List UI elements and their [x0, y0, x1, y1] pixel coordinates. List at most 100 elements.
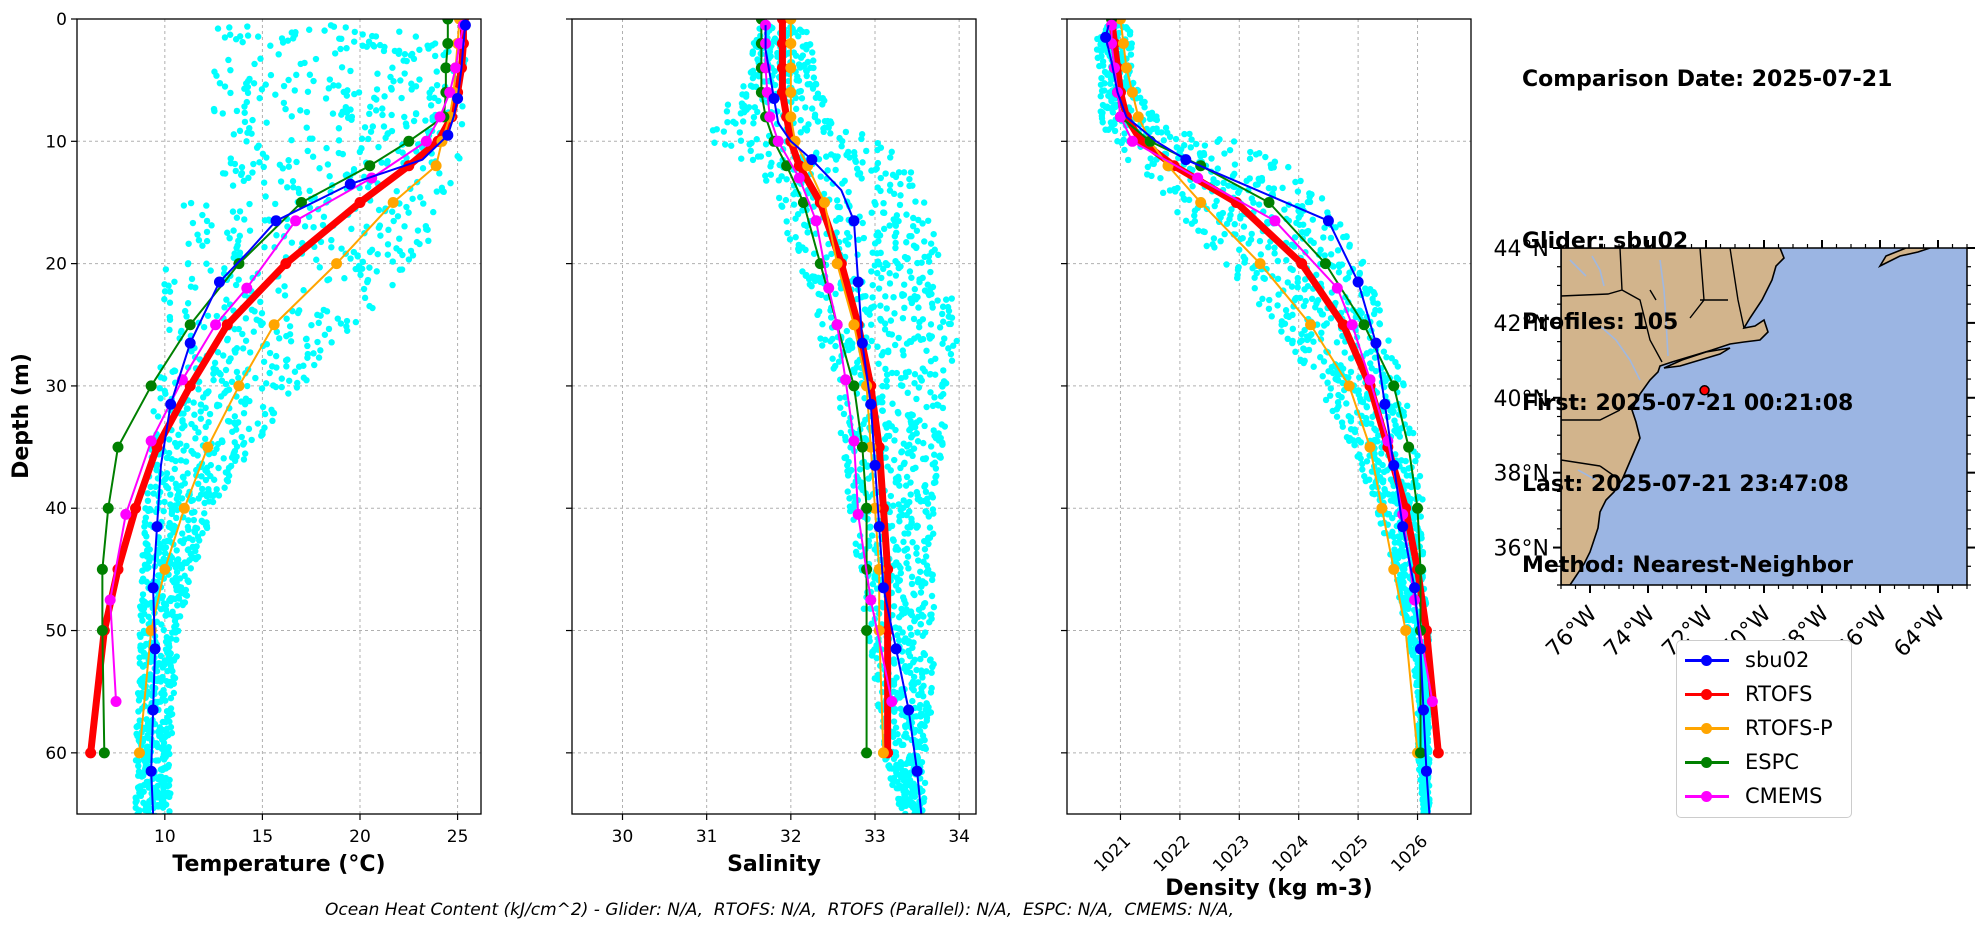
- glider-scatter-point: [829, 335, 836, 343]
- glider-scatter-point: [837, 404, 844, 411]
- series-marker-cmems: [886, 695, 898, 707]
- glider-scatter-point: [224, 417, 232, 425]
- glider-scatter-point: [241, 103, 248, 110]
- glider-scatter-point: [930, 603, 938, 611]
- glider-scatter-point: [243, 138, 250, 145]
- glider-scatter-point: [914, 629, 921, 636]
- glider-scatter-point: [938, 310, 946, 318]
- glider-scatter-point: [136, 783, 143, 791]
- glider-scatter-point: [797, 54, 805, 61]
- glider-scatter-point: [304, 354, 311, 361]
- glider-scatter-point: [844, 241, 852, 248]
- glider-scatter-point: [927, 443, 935, 450]
- glider-scatter-point: [927, 268, 934, 276]
- glider-scatter-point: [1223, 261, 1230, 268]
- glider-scatter-point: [859, 219, 866, 227]
- glider-scatter-point: [877, 249, 884, 257]
- glider-scatter-point: [903, 668, 910, 675]
- glider-scatter-point: [260, 179, 268, 186]
- glider-scatter-point: [1153, 116, 1161, 124]
- series-line-espc: [760, 19, 868, 753]
- glider-scatter-point: [1369, 413, 1376, 420]
- glider-scatter-point: [1369, 295, 1376, 303]
- glider-scatter-point: [886, 765, 893, 772]
- glider-scatter-point: [927, 370, 934, 378]
- glider-scatter-point: [890, 688, 897, 695]
- glider-scatter-point: [161, 296, 168, 303]
- glider-scatter-point: [1363, 420, 1370, 428]
- glider-scatter-point: [802, 104, 809, 111]
- glider-scatter-point: [262, 193, 269, 200]
- glider-scatter-point: [1154, 128, 1162, 136]
- glider-scatter-point: [412, 33, 420, 40]
- glider-scatter-point: [1345, 413, 1352, 420]
- glider-scatter-point: [331, 50, 339, 57]
- glider-scatter-point: [900, 351, 907, 359]
- glider-scatter-point: [189, 219, 197, 227]
- glider-scatter-point: [1388, 355, 1395, 362]
- glider-scatter-point: [924, 217, 932, 224]
- glider-scatter-point: [1424, 814, 1430, 820]
- glider-scatter-point: [860, 234, 868, 242]
- series-marker-rtofs-p: [430, 160, 442, 172]
- series-marker-sbu02: [852, 276, 864, 288]
- glider-scatter-point: [232, 421, 239, 428]
- glider-scatter-point: [771, 81, 779, 89]
- glider-scatter-point: [1318, 329, 1325, 337]
- glider-scatter-point: [868, 532, 876, 539]
- glider-scatter-point: [915, 304, 922, 311]
- series-marker-espc: [98, 747, 110, 759]
- glider-scatter-point: [275, 287, 282, 294]
- series-marker-rtofs: [280, 258, 292, 270]
- glider-scatter-point: [213, 486, 220, 493]
- glider-scatter-point: [160, 626, 167, 634]
- glider-scatter-point: [1362, 285, 1369, 292]
- glider-scatter-point: [904, 530, 912, 537]
- glider-scatter-point: [132, 795, 140, 802]
- glider-scatter-point: [919, 274, 926, 282]
- glider-scatter-point: [351, 28, 358, 36]
- glider-scatter-point: [902, 778, 910, 786]
- glider-scatter-point: [935, 402, 942, 409]
- series-line-espc: [101, 19, 449, 753]
- glider-scatter-point: [922, 580, 929, 587]
- series-marker-sbu02: [1388, 459, 1400, 471]
- glider-scatter-point: [1221, 150, 1228, 157]
- series-marker-rtofs: [1432, 747, 1444, 759]
- glider-scatter-point: [1410, 515, 1418, 522]
- glider-scatter-point: [1334, 372, 1342, 379]
- glider-scatter-point: [1275, 291, 1282, 298]
- glider-scatter-point: [892, 752, 900, 759]
- series-marker-espc: [295, 196, 307, 208]
- glider-scatter-point: [240, 456, 248, 463]
- glider-scatter-point: [286, 323, 294, 330]
- glider-scatter-point: [813, 149, 820, 156]
- glider-scatter-point: [169, 608, 176, 616]
- glider-scatter-point: [868, 268, 875, 275]
- glider-scatter-point: [1339, 423, 1346, 430]
- comparison-date: Comparison Date: 2025-07-21: [1522, 67, 1893, 92]
- glider-scatter-point: [203, 237, 211, 245]
- glider-scatter-point: [1112, 101, 1120, 108]
- glider-scatter-point: [197, 401, 205, 408]
- glider-scatter-point: [1274, 302, 1281, 309]
- glider-scatter-point: [918, 815, 924, 821]
- glider-scatter-point: [389, 64, 396, 71]
- glider-scatter-point: [876, 232, 884, 239]
- glider-scatter-point: [359, 258, 367, 266]
- glider-scatter-point: [221, 83, 229, 90]
- series-marker-espc: [1319, 258, 1331, 270]
- glider-scatter-point: [833, 229, 840, 236]
- glider-scatter-point: [908, 299, 916, 307]
- glider-scatter-point: [803, 28, 810, 36]
- glider-scatter-point: [133, 723, 140, 731]
- glider-scatter-point: [803, 222, 810, 230]
- glider-scatter-point: [359, 31, 366, 38]
- glider-scatter-point: [219, 170, 227, 177]
- glider-scatter-point: [207, 267, 214, 274]
- glider-scatter-point: [238, 164, 246, 171]
- glider-scatter-point: [157, 698, 164, 705]
- glider-scatter-point: [811, 277, 819, 285]
- glider-scatter-point: [301, 59, 308, 67]
- glider-scatter-point: [228, 378, 236, 386]
